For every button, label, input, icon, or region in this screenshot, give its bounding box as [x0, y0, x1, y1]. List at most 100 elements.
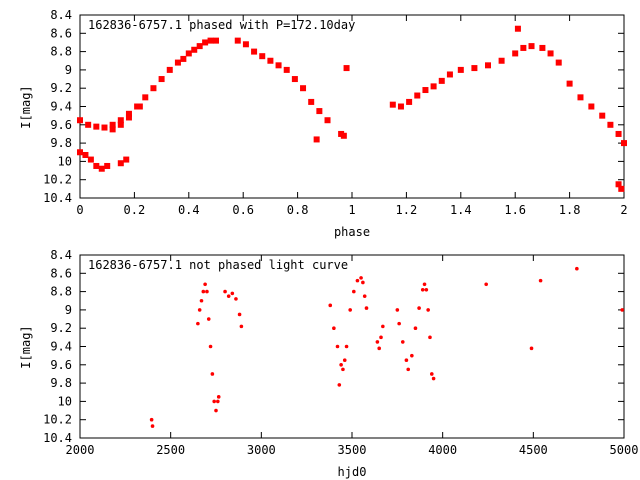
- data-point-phased: [142, 94, 149, 101]
- data-point-unphased: [620, 308, 624, 312]
- data-point-phased: [389, 101, 396, 108]
- x-tick-label-unphased: 4000: [428, 443, 457, 457]
- data-point-unphased: [429, 372, 434, 376]
- y-tick-label-phased: 8.8: [50, 45, 72, 59]
- x-tick-label-unphased: 2000: [66, 443, 95, 457]
- data-point-phased: [117, 121, 124, 128]
- unphased-light-curve-panel: 162836-6757.1 not phased light curve hjd…: [19, 248, 638, 479]
- data-point-phased: [259, 53, 266, 60]
- data-point-unphased: [406, 367, 411, 372]
- data-point-phased: [340, 132, 347, 139]
- data-point-unphased: [431, 376, 436, 381]
- data-point-unphased: [410, 353, 414, 358]
- data-point-unphased: [216, 395, 221, 399]
- data-point-phased: [588, 103, 595, 110]
- x-tick-label-phased: 1: [348, 203, 355, 217]
- data-point-phased: [406, 98, 413, 105]
- data-point-unphased: [348, 308, 352, 312]
- data-point-unphased: [328, 303, 333, 308]
- y-tick-label-phased: 9.8: [50, 136, 72, 150]
- data-point-unphased: [210, 372, 215, 376]
- data-points-phased: [77, 25, 627, 192]
- ticks-unphased: 2000 2500 3000 3500 4000 4500 5000 8.4 8.6 8.8 9 9.…: [43, 248, 638, 457]
- data-point-unphased: [201, 289, 206, 294]
- data-point-unphased: [206, 317, 211, 321]
- data-point-unphased: [377, 346, 382, 351]
- data-point-phased: [308, 98, 315, 105]
- data-point-unphased: [428, 335, 432, 340]
- data-point-phased: [77, 149, 83, 156]
- data-point-phased: [343, 65, 350, 72]
- y-tick-label-unphased: 8.6: [50, 266, 72, 280]
- data-point-phased: [514, 25, 521, 32]
- data-point-unphased: [364, 306, 369, 310]
- data-point-unphased: [226, 294, 231, 298]
- data-point-phased: [414, 92, 421, 99]
- data-point-unphased: [237, 312, 242, 317]
- data-point-phased: [397, 103, 404, 110]
- data-point-phased: [313, 136, 320, 143]
- data-point-phased: [267, 57, 274, 64]
- data-point-unphased: [375, 340, 380, 344]
- data-point-phased: [158, 76, 165, 83]
- y-tick-label-phased: 10: [58, 154, 72, 168]
- y-tick-label-unphased: 9.6: [50, 358, 72, 372]
- data-point-unphased: [344, 344, 349, 349]
- data-point-unphased: [359, 276, 363, 280]
- x-tick-label-unphased: 2500: [156, 443, 185, 457]
- title-unphased: 162836-6757.1 not phased light curve: [88, 258, 348, 272]
- data-point-phased: [291, 76, 298, 83]
- phased-light-curve-panel: 162836-6757.1 phased with P=172.10day ph…: [19, 8, 628, 239]
- data-point-unphased: [426, 308, 430, 312]
- data-point-phased: [316, 108, 323, 115]
- y-tick-label-unphased: 9.4: [50, 340, 72, 354]
- data-point-unphased: [417, 306, 421, 310]
- data-point-phased: [528, 43, 535, 50]
- data-point-phased: [93, 162, 100, 169]
- data-point-unphased: [484, 282, 488, 287]
- data-point-phased: [109, 121, 116, 128]
- y-tick-label-unphased: 9.2: [50, 321, 72, 335]
- data-point-unphased: [223, 289, 227, 294]
- x-tick-label-phased: 0.8: [287, 203, 309, 217]
- data-point-phased: [566, 80, 573, 87]
- data-points-unphased: [149, 266, 624, 428]
- data-point-phased: [422, 87, 429, 94]
- data-point-phased: [251, 48, 258, 55]
- data-point-unphased: [212, 399, 216, 404]
- x-tick-label-phased: 0: [76, 203, 83, 217]
- data-point-phased: [202, 39, 209, 46]
- data-point-unphased: [381, 324, 385, 329]
- data-point-phased: [104, 162, 111, 169]
- data-point-phased: [213, 37, 219, 44]
- data-point-phased: [125, 114, 132, 121]
- x-tick-label-unphased: 5000: [610, 443, 639, 457]
- data-point-unphased: [379, 335, 383, 340]
- y-tick-label-phased: 8.4: [50, 8, 72, 22]
- y-tick-label-phased: 9.2: [50, 81, 72, 95]
- data-point-phased: [82, 151, 89, 158]
- data-point-unphased: [341, 367, 345, 372]
- data-point-phased: [207, 37, 214, 44]
- data-point-phased: [180, 55, 187, 62]
- data-point-unphased: [332, 326, 336, 331]
- data-point-phased: [520, 44, 527, 51]
- data-point-phased: [512, 50, 519, 57]
- data-point-phased: [93, 123, 100, 130]
- data-point-phased: [621, 140, 627, 147]
- y-tick-label-phased: 9.6: [50, 118, 72, 132]
- x-tick-label-phased: 0.2: [124, 203, 146, 217]
- data-point-phased: [615, 181, 622, 188]
- data-point-unphased: [335, 344, 340, 349]
- data-point-phased: [471, 65, 478, 72]
- y-tick-label-unphased: 10.2: [43, 413, 72, 427]
- data-point-unphased: [208, 344, 213, 349]
- x-tick-label-phased: 1.6: [504, 203, 526, 217]
- data-point-unphased: [404, 358, 409, 363]
- data-point-phased: [109, 126, 116, 133]
- data-point-phased: [87, 156, 94, 163]
- x-tick-label-phased: 2: [620, 203, 627, 217]
- data-point-unphased: [239, 324, 244, 329]
- y-tick-label-phased: 9: [65, 63, 72, 77]
